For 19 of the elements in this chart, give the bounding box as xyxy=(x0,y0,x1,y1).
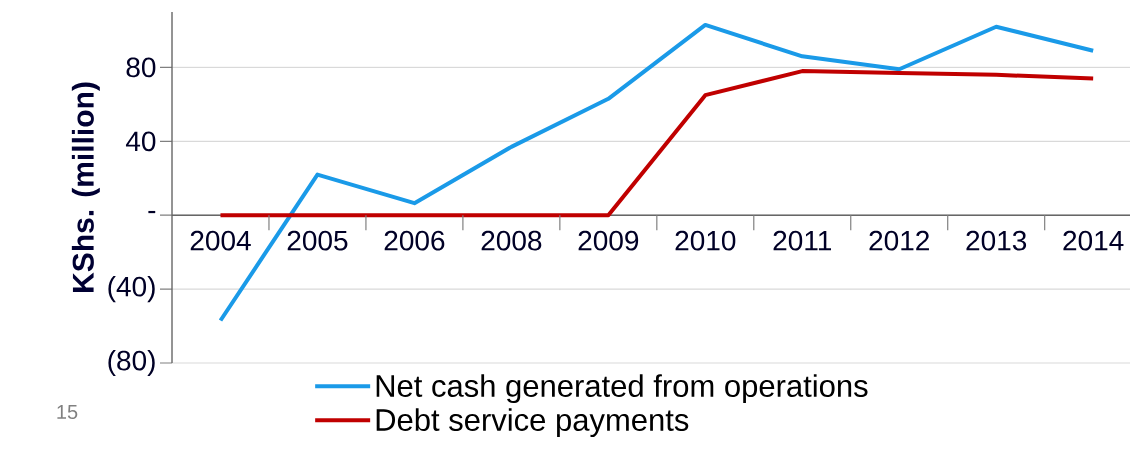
y-tick-label: 40 xyxy=(125,131,156,152)
text: 15 xyxy=(57,405,78,419)
x-tick-label: 2004 xyxy=(190,230,251,251)
x-tick-label: 2008 xyxy=(481,230,542,251)
x-tick-label: 2010 xyxy=(675,230,736,251)
legend-label: Debt service payments xyxy=(376,408,689,438)
y-tick-label: 80 xyxy=(126,57,156,78)
x-tick-label: 2005 xyxy=(287,230,348,251)
legend-label: Net cash generated from operations xyxy=(376,374,868,404)
x-tick-label: 2011 xyxy=(773,230,831,251)
x-tick-label: 2009 xyxy=(578,230,639,251)
y-axis-title: KShs. (million) xyxy=(71,82,100,292)
x-tick-label: 2013 xyxy=(966,230,1027,251)
y-tick-label: - xyxy=(148,210,156,214)
x-tick-label: 2006 xyxy=(384,230,445,251)
y-tick-label: (40) xyxy=(108,276,155,303)
x-tick-label: 2012 xyxy=(869,230,929,251)
x-tick-label: 2014 xyxy=(1063,230,1124,251)
y-tick-label: (80) xyxy=(108,349,155,377)
